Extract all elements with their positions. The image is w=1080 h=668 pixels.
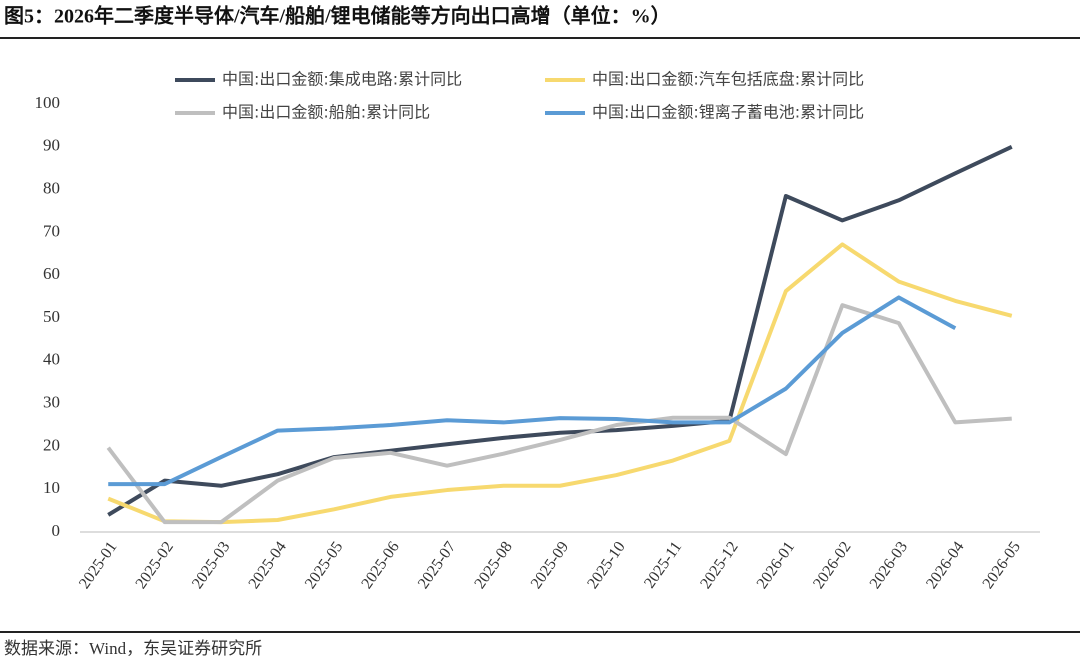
x-tick-label: 2026-04 [923, 539, 968, 592]
source-note: 数据来源：Wind，东吴证券研究所 [4, 639, 262, 658]
x-tick-label: 2025-12 [697, 539, 742, 592]
x-tick-label: 2026-03 [867, 539, 912, 592]
y-tick-label: 0 [52, 521, 61, 540]
x-tick-label: 2025-01 [76, 539, 121, 592]
x-tick-label: 2025-10 [584, 539, 629, 592]
x-tick-label: 2025-11 [641, 539, 685, 592]
y-tick-label: 70 [43, 221, 60, 240]
y-tick-label: 50 [43, 307, 60, 326]
legend-label: 中国:出口金额:集成电路:累计同比 [222, 70, 462, 89]
x-tick-label: 2025-08 [471, 539, 516, 592]
y-tick-label: 30 [43, 393, 60, 412]
x-tick-label: 2025-05 [302, 539, 347, 592]
x-tick-label: 2025-07 [415, 539, 460, 592]
x-tick-label: 2025-02 [132, 539, 177, 592]
series-line [108, 295, 957, 487]
x-tick-label: 2025-03 [189, 539, 234, 592]
y-tick-label: 60 [43, 264, 60, 283]
x-tick-label: 2025-09 [528, 539, 573, 592]
y-tick-label: 90 [43, 136, 60, 155]
x-tick-label: 2026-01 [754, 539, 799, 592]
legend-label: 中国:出口金额:船舶:累计同比 [222, 103, 430, 122]
x-tick-label: 2025-04 [245, 539, 290, 592]
y-tick-label: 100 [35, 93, 61, 112]
x-tick-label: 2026-05 [980, 539, 1025, 592]
x-tick-label: 2025-06 [358, 539, 403, 592]
x-tick-label: 2026-02 [810, 539, 855, 592]
legend-label: 中国:出口金额:汽车包括底盘:累计同比 [592, 70, 864, 89]
series-line [107, 242, 1013, 525]
y-tick-label: 40 [43, 350, 60, 369]
y-tick-label: 80 [43, 179, 60, 198]
legend-label: 中国:出口金额:锂离子蓄电池:累计同比 [592, 103, 864, 122]
series-line [106, 303, 1012, 525]
series-line [107, 144, 1013, 517]
y-tick-label: 20 [43, 435, 60, 454]
y-tick-label: 10 [43, 478, 60, 497]
chart-title: 图5：2026年二季度半导体/汽车/船舶/锂电储能等方向出口高增（单位：%） [4, 4, 671, 28]
